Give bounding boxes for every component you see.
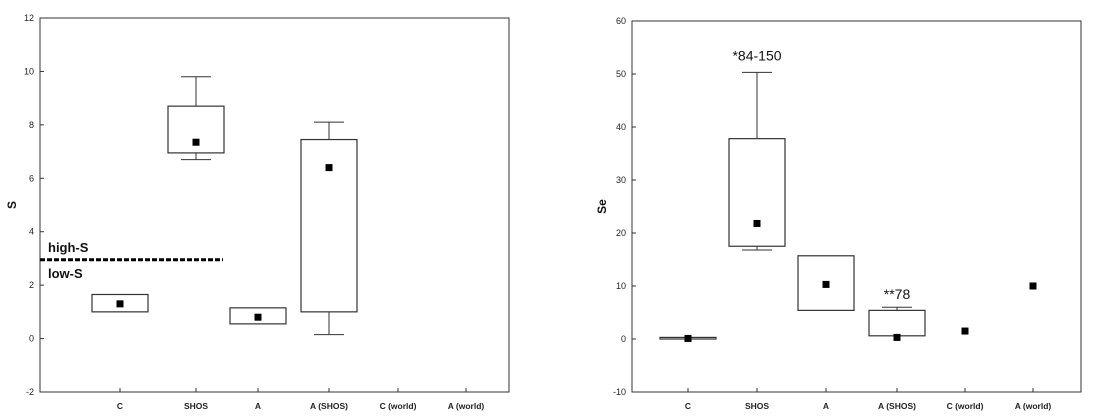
median-marker [961, 327, 969, 335]
box-iqr [167, 105, 225, 154]
box-a [229, 307, 287, 325]
median-marker [325, 164, 333, 172]
x-tick-label: C (world) [947, 401, 984, 411]
median-marker [753, 219, 761, 227]
y-tick-label: 40 [616, 122, 626, 132]
box-c-world [961, 327, 969, 335]
box-a-shos [300, 121, 358, 336]
box-c [91, 293, 149, 313]
y-tick-label: 0 [29, 334, 34, 344]
y-tick-label: 0 [621, 334, 626, 344]
median-marker [684, 334, 692, 342]
y-tick-label: 2 [29, 280, 34, 290]
y-tick-label: 4 [29, 227, 34, 237]
plot-frame [39, 17, 510, 393]
chart-panel-2: -10 0 10 20 30 40 50 60 Se C SHOS A A (SHOS) C (world… [595, 16, 1082, 411]
box-c [659, 334, 717, 342]
box-shos [728, 71, 786, 251]
threshold-label-high: high-S [48, 240, 89, 255]
box-a-world [1029, 282, 1037, 290]
box-iqr [728, 138, 786, 247]
y-tick-label: 10 [616, 281, 626, 291]
y-tick-label: 50 [616, 69, 626, 79]
y-axis-label: S [5, 201, 19, 209]
x-tick-label: A (SHOS) [878, 401, 916, 411]
x-tick-label: C [685, 401, 691, 411]
annotation-label: *84-150 [732, 47, 781, 63]
x-tick-label: A (world) [448, 401, 485, 411]
median-marker [822, 280, 830, 288]
box-a [797, 255, 855, 311]
x-tick-label: C (world) [380, 401, 417, 411]
x-tick-label: A [255, 401, 261, 411]
y-tick-label: 30 [616, 175, 626, 185]
plot-frame [631, 20, 1082, 393]
y-axis-label: Se [595, 199, 609, 214]
x-tick-label: A [823, 401, 829, 411]
box-iqr [868, 309, 926, 337]
annotation-label: **78 [884, 286, 911, 302]
threshold-label-low: low-S [48, 266, 83, 281]
box-shos [167, 76, 225, 161]
y-tick-label: 20 [616, 228, 626, 238]
x-tick-label: A (SHOS) [310, 401, 348, 411]
y-tick-label: 10 [24, 66, 34, 76]
box-a-shos [868, 306, 926, 341]
y-tick-label: 60 [616, 16, 626, 26]
y-tick-label: 12 [24, 13, 34, 23]
median-marker [1029, 282, 1037, 290]
y-tick-label: 6 [29, 173, 34, 183]
median-marker [116, 300, 124, 308]
x-tick-label: SHOS [745, 401, 769, 411]
median-marker [192, 138, 200, 146]
x-tick-label: A (world) [1015, 401, 1052, 411]
y-tick-label: -10 [613, 387, 626, 397]
median-marker [254, 313, 262, 321]
x-tick-label: SHOS [184, 401, 208, 411]
y-tick-label: -2 [26, 387, 34, 397]
median-marker [893, 333, 901, 341]
chart-panel-1: -2 0 2 4 6 8 10 12 S C SHOS A A (SHOS) C (world) A (wo… [5, 13, 510, 411]
x-tick-label: C [117, 401, 123, 411]
y-tick-label: 8 [29, 120, 34, 130]
